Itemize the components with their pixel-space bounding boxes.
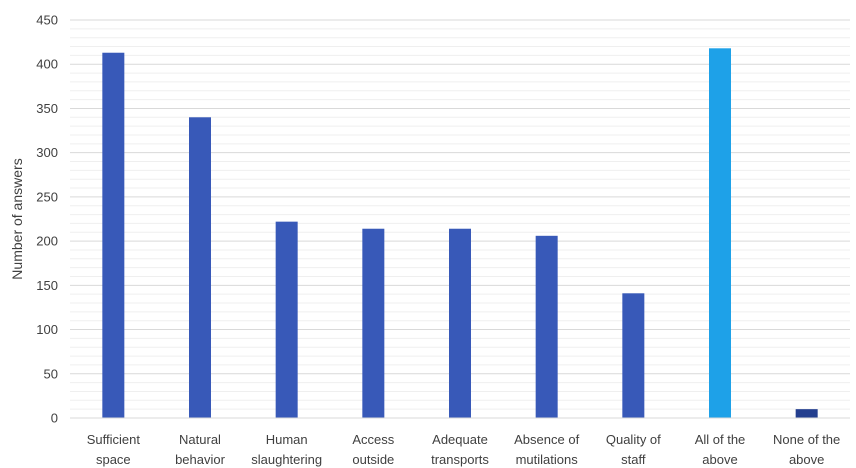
y-tick-label: 400 (36, 57, 58, 72)
y-axis-ticks: 0 50 100 150 200 250 300 350 400 450 (36, 13, 58, 426)
x-category-label: Quality of staff (606, 432, 661, 467)
y-tick-label: 250 (36, 189, 58, 204)
x-category-label: Sufficient space (87, 432, 141, 467)
bar (622, 293, 645, 418)
x-category-label: Adequate transports (431, 432, 489, 467)
y-tick-label: 150 (36, 278, 58, 293)
x-category-label: All of the above (695, 432, 746, 467)
y-tick-label: 200 (36, 234, 58, 249)
bar (275, 221, 298, 418)
bar (709, 48, 731, 419)
bar (449, 228, 471, 418)
x-category-label: None of the above (773, 432, 840, 467)
y-tick-label: 350 (36, 101, 58, 116)
y-tick-label: 50 (44, 366, 58, 381)
x-category-label: Access outside (352, 432, 394, 467)
y-tick-label: 450 (36, 13, 58, 28)
bar (189, 117, 211, 419)
x-axis-categories: Sufficient space Natural behavior Human slaug… (87, 432, 841, 467)
bar (362, 228, 385, 418)
bar (795, 409, 818, 418)
y-tick-label: 100 (36, 322, 58, 337)
bar (535, 235, 558, 418)
y-tick-label: 0 (51, 411, 58, 426)
x-category-label: Absence of mutilations (514, 432, 579, 467)
bar (102, 52, 125, 418)
y-tick-label: 300 (36, 145, 58, 160)
bars (102, 48, 818, 419)
y-axis-label: Number of answers (9, 158, 25, 279)
x-category-label: Human slaughtering (251, 432, 322, 467)
x-category-label: Natural behavior (175, 432, 226, 467)
